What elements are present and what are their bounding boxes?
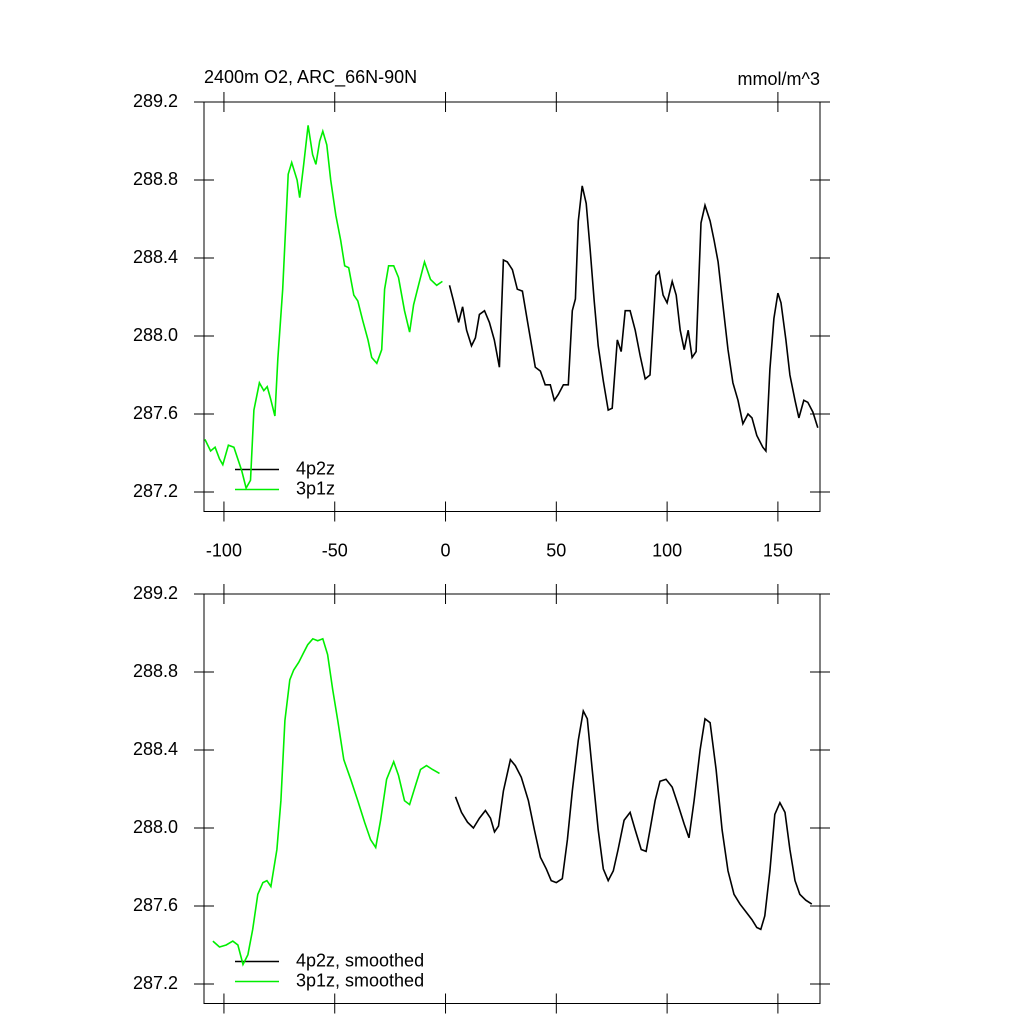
y-tick-label: 288.4 [133, 247, 178, 267]
data-line [212, 637, 440, 967]
x-tick-label: 50 [546, 540, 566, 560]
legend-label: 4p2z [296, 458, 335, 478]
legend-label: 3p1z [296, 478, 335, 498]
legend-label: 4p2z, smoothed [296, 950, 424, 970]
y-tick-label: 288.0 [133, 325, 178, 345]
data-line [448, 185, 819, 454]
x-tick-label: 100 [652, 540, 682, 560]
y-tick-label: 288.0 [133, 817, 178, 837]
y-tick-label: 289.2 [133, 91, 178, 111]
y-tick-label: 288.8 [133, 169, 178, 189]
y-tick-label: 288.4 [133, 739, 178, 759]
y-tick-label: 287.2 [133, 481, 178, 501]
chart-title: 2400m O2, ARC_66N-90N [204, 67, 417, 88]
y-tick-label: 287.6 [133, 895, 178, 915]
x-tick-label: -50 [322, 540, 348, 560]
data-line [204, 125, 443, 491]
y-tick-label: 287.6 [133, 403, 178, 423]
plot-frame [203, 593, 821, 1004]
legend-label: 3p1z, smoothed [296, 970, 424, 990]
data-line [454, 708, 813, 931]
y-tick-label: 288.8 [133, 661, 178, 681]
units-label: mmol/m^3 [738, 69, 820, 89]
y-tick-label: 289.2 [133, 583, 178, 603]
y-tick-label: 287.2 [133, 973, 178, 993]
x-tick-label: 150 [763, 540, 793, 560]
x-tick-label: 0 [441, 540, 451, 560]
plot-frame [203, 101, 821, 512]
x-tick-label: -100 [206, 540, 242, 560]
